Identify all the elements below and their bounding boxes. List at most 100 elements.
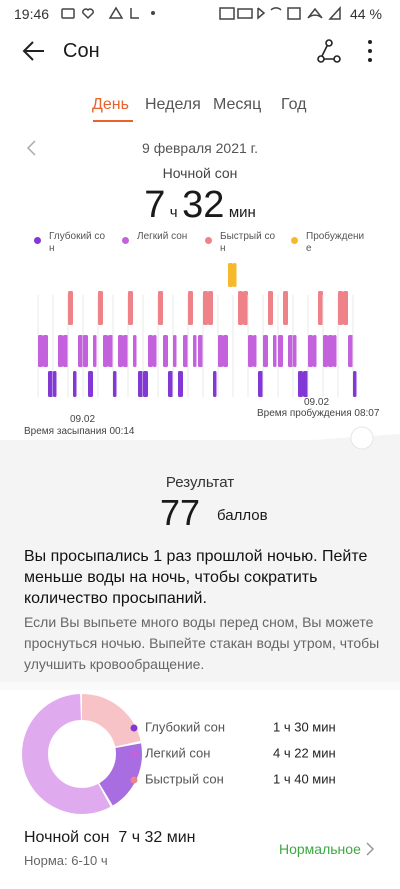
stage-segment <box>333 335 337 367</box>
result-panel <box>0 440 400 682</box>
stage-segment <box>293 335 297 367</box>
advice-headline: Вы просыпались 1 раз прошлой ночью. Пейт… <box>24 548 368 607</box>
legend-dot <box>122 237 129 244</box>
legend-label: Легкий сон <box>137 231 188 242</box>
stage-segment <box>143 371 148 397</box>
status-icons <box>61 6 341 20</box>
stage-segment <box>73 371 77 397</box>
minutes: 32 <box>182 184 225 226</box>
status-time: 19:46 <box>14 6 50 22</box>
axis-start-date: 09.02 <box>70 414 96 425</box>
breakdown-label: Глубокий сон <box>145 719 225 734</box>
stage-segment <box>278 335 283 367</box>
status-battery: 44 % <box>350 6 382 22</box>
stage-segment <box>223 335 228 367</box>
stage-segment <box>168 371 173 397</box>
tab[interactable]: Год <box>281 96 307 113</box>
stage-segment <box>348 335 353 367</box>
stage-segment <box>48 371 53 397</box>
hours: 7 <box>144 184 166 226</box>
legend-dot <box>205 237 212 244</box>
header-title: Сон <box>63 40 100 62</box>
breakdown-duration: 1 ч 40 мин <box>273 771 336 786</box>
stage-segment <box>253 335 257 367</box>
stage-segment <box>238 291 243 325</box>
summary-duration: 7 ч 32 мин <box>0 184 400 227</box>
stage-segment <box>123 335 128 367</box>
axis-end-date: 09.02 <box>304 397 330 408</box>
donut-slice <box>22 694 142 814</box>
stage-segment <box>183 335 188 367</box>
legend-label: Быстрый сон <box>220 231 276 254</box>
stage-segment <box>213 371 217 397</box>
stage-segment <box>133 335 137 367</box>
footer-status[interactable]: Нормальное <box>279 841 361 857</box>
stage-segment <box>188 291 193 325</box>
footer-chevron[interactable] <box>364 841 376 857</box>
legend-label: Пробуждение <box>306 231 365 254</box>
donut-slice <box>22 694 142 814</box>
tab-indicator <box>93 120 133 122</box>
stage-segment <box>303 371 308 397</box>
stage-segment <box>153 335 157 367</box>
stage-segment <box>158 291 163 325</box>
stage-segment <box>193 335 197 367</box>
breakdown-duration: 1 ч 30 мин <box>273 719 336 734</box>
stage-segment <box>353 371 357 397</box>
divider <box>0 682 400 690</box>
stage-segment <box>68 291 73 325</box>
footer-title: Ночной сон 7 ч 32 мин <box>24 829 196 846</box>
date: 9 февраля 2021 г. <box>142 140 258 156</box>
stage-segment <box>78 335 83 367</box>
stage-segment <box>43 335 48 367</box>
stage-segment <box>233 263 237 287</box>
tab[interactable]: Месяц <box>213 96 262 113</box>
stage-segment <box>63 335 68 367</box>
tab[interactable]: День <box>92 96 129 113</box>
stage-segment <box>308 335 313 367</box>
stage-segment <box>118 335 123 367</box>
stage-segment <box>268 291 273 325</box>
panel-curve <box>0 426 400 460</box>
stage-segment <box>313 335 317 367</box>
stage-breakdown: Глубокий сон 1 ч 30 мин Легкий сон 4 ч 22 м… <box>22 694 336 814</box>
stage-segment <box>163 335 168 367</box>
minutes-unit: мин <box>228 204 256 221</box>
stage-segment <box>248 335 253 367</box>
stage-segment <box>83 335 88 367</box>
sleep-stage-chart <box>37 263 357 397</box>
stage-segment <box>328 335 333 367</box>
result-unit: баллов <box>217 507 268 524</box>
prev-day[interactable] <box>24 139 40 157</box>
breakdown-duration: 4 ч 22 мин <box>273 745 336 760</box>
stage-segment <box>103 335 108 367</box>
stage-segment <box>243 291 248 325</box>
stage-segment <box>128 291 133 325</box>
legend-dot <box>34 237 41 244</box>
stage-segment <box>273 335 277 367</box>
back-button[interactable] <box>20 38 50 64</box>
stage-segment <box>288 335 293 367</box>
header-actions[interactable] <box>316 38 386 64</box>
stage-segment <box>138 371 143 397</box>
stage-segment <box>203 291 208 325</box>
stage-segment <box>93 335 97 367</box>
result-score: 77 <box>160 492 201 533</box>
stage-segment <box>148 335 153 367</box>
stage-segment <box>173 335 177 367</box>
stage-segment <box>338 291 343 325</box>
breakdown-label: Быстрый сон <box>145 771 224 786</box>
stage-segment <box>283 291 288 325</box>
legend-label: Глубокий сон <box>49 231 106 254</box>
stage-segment <box>343 291 348 325</box>
donut-slice <box>22 694 142 814</box>
legend-dot <box>291 237 298 244</box>
hours-unit: ч <box>169 204 178 221</box>
tab[interactable]: Неделя <box>145 96 201 113</box>
stage-segment <box>58 335 63 367</box>
stage-segment <box>38 335 43 367</box>
stage-segment <box>258 371 263 397</box>
stage-segment <box>318 291 323 325</box>
stage-segment <box>228 263 233 287</box>
